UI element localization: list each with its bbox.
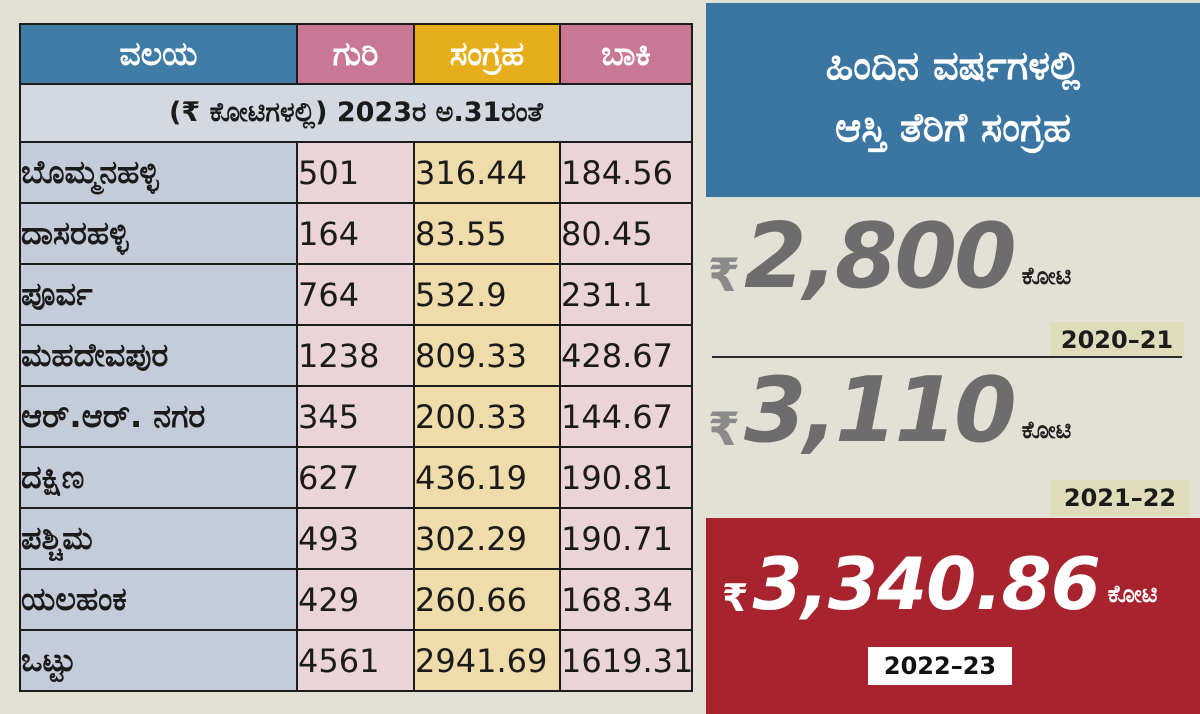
- rupee-symbol: ₹: [722, 576, 749, 620]
- table-row: ಒಟ್ಟು 4561 2941.69 1619.31: [19, 629, 693, 692]
- header-zone: ವಲಯ: [19, 23, 298, 85]
- collected-cell: 809.33: [413, 324, 561, 387]
- zone-cell: ಯಲಹಂಕ: [19, 568, 298, 631]
- table-row: ಪಶ್ಚಿಮ 493 302.29 190.71: [19, 507, 693, 570]
- zone-cell: ಆರ್.ಆರ್. ನಗರ: [19, 385, 298, 448]
- amount-value: 3,340.86: [752, 542, 1100, 626]
- header-target: ಗುರಿ: [296, 23, 415, 85]
- balance-cell: 231.1: [559, 263, 693, 326]
- collected-cell: 2941.69: [413, 629, 561, 692]
- balance-cell: 428.67: [559, 324, 693, 387]
- zone-cell: ಬೊಮ್ಮನಹಳ್ಳಿ: [19, 141, 298, 204]
- rupee-symbol: ₹: [708, 402, 741, 456]
- rupee-symbol: ₹: [708, 248, 741, 302]
- target-cell: 1238: [296, 324, 415, 387]
- unit-note: (₹ ಕೋಟಿಗಳಲ್ಲಿ) 2023ರ ಅ.31ರಂತೆ: [19, 83, 693, 143]
- table-row: ದಕ್ಷಿಣ 627 436.19 190.81: [19, 446, 693, 509]
- year-tag-2022-23: 2022–23: [868, 647, 1012, 685]
- crore-label: ಕೋಟಿ: [1021, 262, 1072, 290]
- balance-cell: 184.56: [559, 141, 693, 204]
- table-row: ಪೂರ್ವ 764 532.9 231.1: [19, 263, 693, 326]
- table-row: ಬೊಮ್ಮನಹಳ್ಳಿ 501 316.44 184.56: [19, 141, 693, 204]
- collected-cell: 532.9: [413, 263, 561, 326]
- target-cell: 4561: [296, 629, 415, 692]
- collected-cell: 200.33: [413, 385, 561, 448]
- collected-cell: 83.55: [413, 202, 561, 265]
- balance-cell: 1619.31: [559, 629, 693, 692]
- target-cell: 764: [296, 263, 415, 326]
- zone-tax-table: ವಲಯ ಗುರಿ ಸಂಗ್ರಹ ಬಾಕಿ (₹ ಕೋಟಿಗಳಲ್ಲಿ) 2023…: [19, 23, 693, 692]
- zone-cell: ಒಟ್ಟು: [19, 629, 298, 692]
- amount-2022-23: ₹ 3,340.86 ಕೋಟಿ: [722, 548, 1157, 620]
- header-balance: ಬಾಕಿ: [559, 23, 693, 85]
- target-cell: 164: [296, 202, 415, 265]
- title-line-1: ಹಿಂದಿನ ವರ್ಷಗಳಲ್ಲಿ: [825, 43, 1081, 89]
- zone-cell: ಪೂರ್ವ: [19, 263, 298, 326]
- zone-cell: ದಾಸರಹಳ್ಳಿ: [19, 202, 298, 265]
- table-header-row: ವಲಯ ಗುರಿ ಸಂಗ್ರಹ ಬಾಕಿ: [19, 23, 693, 85]
- table-row: ದಾಸರಹಳ್ಳಿ 164 83.55 80.45: [19, 202, 693, 265]
- zone-cell: ಪಶ್ಚಿಮ: [19, 507, 298, 570]
- target-cell: 345: [296, 385, 415, 448]
- table-row: ಮಹದೇವಪುರ 1238 809.33 428.67: [19, 324, 693, 387]
- target-cell: 627: [296, 446, 415, 509]
- balance-cell: 144.67: [559, 385, 693, 448]
- zone-cell: ಮಹದೇವಪುರ: [19, 324, 298, 387]
- collected-cell: 436.19: [413, 446, 561, 509]
- collected-cell: 302.29: [413, 507, 561, 570]
- amount-2021-22: ₹ 3,110 ಕೋಟಿ: [708, 358, 1072, 463]
- year-tag-2020-21: 2020–21: [1050, 322, 1184, 358]
- balance-cell: 190.71: [559, 507, 693, 570]
- amount-value: 3,110: [744, 358, 1017, 463]
- table-row: ಆರ್.ಆರ್. ನಗರ 345 200.33 144.67: [19, 385, 693, 448]
- target-cell: 429: [296, 568, 415, 631]
- balance-cell: 80.45: [559, 202, 693, 265]
- header-collected: ಸಂಗ್ರಹ: [413, 23, 561, 85]
- amount-2020-21: ₹ 2,800 ಕೋಟಿ: [708, 204, 1072, 309]
- year-tag-2021-22: 2021–22: [1050, 480, 1190, 516]
- zone-cell: ದಕ್ಷಿಣ: [19, 446, 298, 509]
- table-row: ಯಲಹಂಕ 429 260.66 168.34: [19, 568, 693, 631]
- title-line-2: ಆಸ್ತಿ ತೆರಿಗೆ ಸಂಗ್ರಹ: [834, 105, 1072, 151]
- unit-note-row: (₹ ಕೋಟಿಗಳಲ್ಲಿ) 2023ರ ಅ.31ರಂತೆ: [19, 83, 693, 143]
- collected-cell: 260.66: [413, 568, 561, 631]
- collected-cell: 316.44: [413, 141, 561, 204]
- crore-label: ಕೋಟಿ: [1107, 580, 1158, 608]
- target-cell: 501: [296, 141, 415, 204]
- balance-cell: 168.34: [559, 568, 693, 631]
- amount-value: 2,800: [744, 204, 1017, 309]
- target-cell: 493: [296, 507, 415, 570]
- balance-cell: 190.81: [559, 446, 693, 509]
- crore-label: ಕೋಟಿ: [1021, 416, 1072, 444]
- divider: [712, 356, 1182, 358]
- panel-title: ಹಿಂದಿನ ವರ್ಷಗಳಲ್ಲಿ ಆಸ್ತಿ ತೆರಿಗೆ ಸಂಗ್ರಹ: [706, 3, 1200, 197]
